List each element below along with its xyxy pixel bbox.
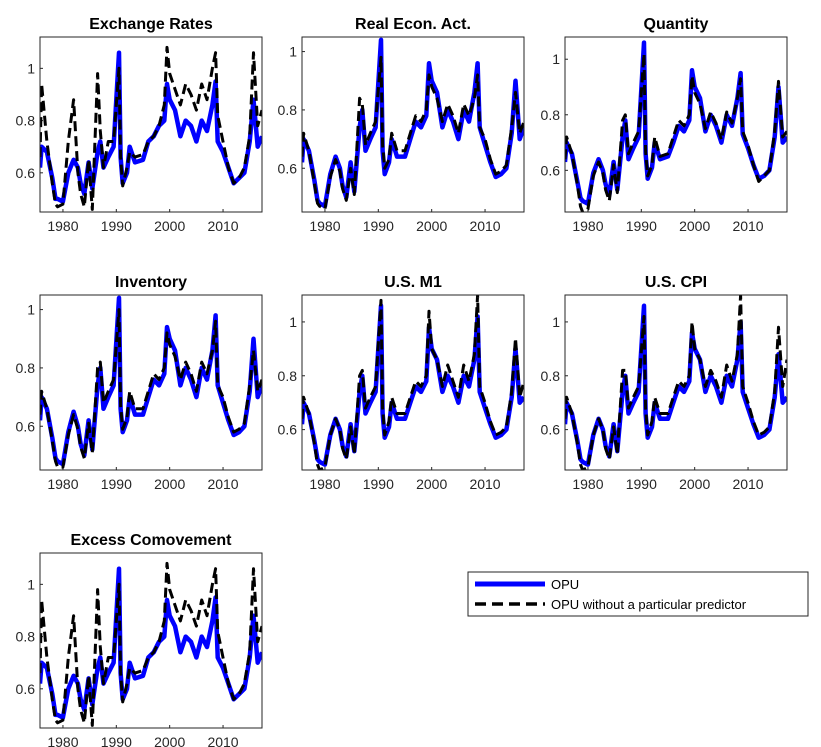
y-tick-label: 0.8 [16, 360, 36, 376]
x-tick-label: 2010 [207, 218, 238, 234]
axes-box [301, 294, 525, 471]
subplot-title: U.S. M1 [384, 274, 442, 291]
series-line-opu-without-predictor [565, 52, 787, 212]
y-tick-label: 1 [552, 314, 560, 330]
x-tick-label: 1990 [101, 218, 132, 234]
y-tick-label: 0.8 [278, 368, 298, 384]
subplot: Exchange Rates 0.6 0.8 1 1980 1990 2000 2010 [16, 16, 263, 234]
subplot: Inventory 0.6 0.8 1 1980 1990 2000 2010 [16, 274, 263, 492]
y-tick-label: 1 [27, 302, 35, 318]
x-tick-label: 2010 [469, 476, 500, 492]
subplot-title: Exchange Rates [89, 16, 213, 33]
x-tick-label: 1990 [626, 218, 657, 234]
x-tick-label: 2010 [469, 218, 500, 234]
y-tick-label: 0.6 [16, 165, 36, 181]
x-tick-label: 2000 [154, 218, 185, 234]
series-line-opu-without-predictor [40, 308, 262, 469]
x-tick-label: 2000 [679, 218, 710, 234]
axes-box [564, 294, 788, 471]
y-tick-label: 0.6 [541, 162, 561, 178]
x-tick-label: 1980 [47, 218, 78, 234]
x-tick-label: 2000 [154, 476, 185, 492]
subplot-title: Real Econ. Act. [355, 16, 471, 33]
x-tick-label: 2010 [732, 476, 763, 492]
y-tick-label: 0.8 [278, 102, 298, 118]
series-line-opu [40, 566, 262, 720]
y-tick-label: 0.8 [541, 107, 561, 123]
y-tick-label: 1 [27, 60, 35, 76]
series-line-opu-without-predictor [565, 295, 787, 470]
y-tick-label: 0.6 [16, 681, 36, 697]
legend: OPU OPU without a particular predictor [467, 571, 809, 617]
x-tick-label: 2010 [207, 476, 238, 492]
subplot: U.S. CPI 0.6 0.8 1 1980 1990 2000 2010 [541, 274, 788, 492]
subplot-title: U.S. CPI [645, 274, 707, 291]
y-tick-label: 0.8 [16, 113, 36, 129]
y-tick-label: 0.6 [541, 422, 561, 438]
series-line-opu-without-predictor [40, 45, 262, 211]
axes-box [301, 36, 525, 213]
x-tick-label: 1980 [309, 476, 340, 492]
x-tick-label: 2000 [679, 476, 710, 492]
y-tick-label: 0.8 [16, 629, 36, 645]
subplot-title: Excess Comovement [71, 532, 233, 549]
legend-label-opu: OPU [551, 577, 579, 592]
x-tick-label: 1990 [101, 476, 132, 492]
y-tick-label: 1 [289, 314, 297, 330]
axes-box [564, 36, 788, 213]
series-line-opu [40, 295, 262, 467]
x-tick-label: 2000 [154, 734, 185, 747]
axes-box [39, 552, 263, 729]
subplot-title: Quantity [644, 16, 709, 33]
x-tick-label: 1980 [47, 476, 78, 492]
y-tick-label: 0.8 [541, 368, 561, 384]
legend-box [467, 571, 809, 617]
subplot-title: Inventory [115, 274, 187, 291]
subplot: U.S. M1 0.6 0.8 1 1980 1990 2000 2010 [278, 274, 525, 492]
x-tick-label: 2000 [416, 218, 447, 234]
series-line-opu-without-predictor [302, 295, 524, 470]
x-tick-label: 2000 [416, 476, 447, 492]
series-line-opu-without-predictor [40, 561, 262, 727]
series-line-opu-without-predictor [302, 55, 524, 211]
x-tick-label: 1990 [101, 734, 132, 747]
axes-box [39, 294, 263, 471]
subplot: Real Econ. Act. 0.6 0.8 1 1980 1990 2000 2010 [278, 16, 525, 234]
x-tick-label: 1990 [626, 476, 657, 492]
series-line-opu [40, 50, 262, 204]
y-tick-label: 1 [552, 51, 560, 67]
y-tick-label: 1 [27, 576, 35, 592]
series-line-opu [565, 40, 787, 206]
x-tick-label: 2010 [207, 734, 238, 747]
x-tick-label: 1990 [363, 218, 394, 234]
subplot: Quantity 0.6 0.8 1 1980 1990 2000 2010 [541, 16, 788, 234]
x-tick-label: 1980 [572, 218, 603, 234]
y-tick-label: 0.6 [278, 160, 298, 176]
y-tick-label: 0.6 [16, 418, 36, 434]
x-tick-label: 1980 [47, 734, 78, 747]
y-tick-label: 1 [289, 44, 297, 60]
x-tick-label: 2010 [732, 218, 763, 234]
legend-label-opu-without-predictor: OPU without a particular predictor [551, 597, 747, 612]
subplot: Excess Comovement 0.6 0.8 1 1980 1990 2000 2010 [16, 532, 263, 747]
axes-box [39, 36, 263, 213]
x-tick-label: 1980 [309, 218, 340, 234]
x-tick-label: 1980 [572, 476, 603, 492]
x-tick-label: 1990 [363, 476, 394, 492]
y-tick-label: 0.6 [278, 422, 298, 438]
